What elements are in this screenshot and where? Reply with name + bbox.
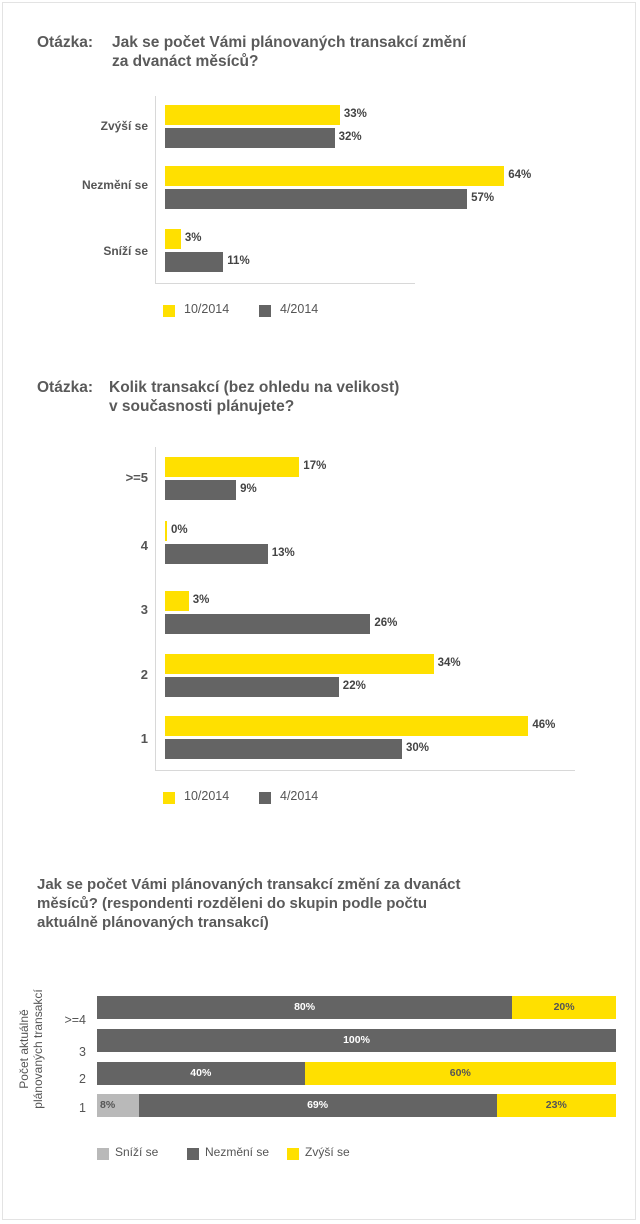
bar-value-label: 64% [508, 169, 532, 181]
segment-value-label: 80% [294, 1001, 316, 1013]
chart2-y-axis [155, 447, 156, 771]
chart2-title: Otázka: Kolik transakcí (bez ohledu na ve… [37, 378, 399, 416]
bar-value-label: 26% [374, 617, 398, 629]
stacked-segment [97, 1062, 305, 1085]
chart2-title-line1: Kolik transakcí (bez ohledu na velikost) [109, 379, 400, 396]
bar [165, 614, 371, 634]
chart3-legend-swatch [187, 1148, 199, 1160]
chart3-ylabel-line1: Počet aktuálně [17, 1009, 31, 1089]
chart1-x-axis [155, 283, 415, 284]
chart1-question-prefix: Otázka: [37, 34, 93, 51]
stacked-segment [97, 1094, 139, 1117]
bar [165, 166, 505, 186]
bar-value-label: 0% [171, 524, 188, 536]
bar-value-label: 33% [343, 108, 367, 120]
chart3-title: Jak se počet Vámi plánovaných transakcí … [37, 875, 461, 932]
stacked-segment [97, 1029, 616, 1052]
bar-value-label: 46% [532, 719, 556, 731]
chart3-title-line3: aktuálně plánovaných transakcí) [37, 914, 269, 931]
chart2-legend-label: 4/2014 [280, 789, 319, 803]
stacked-segment [97, 996, 513, 1019]
chart2-legend-swatch [259, 792, 271, 804]
bar [165, 544, 268, 564]
chart2-cat-label: 1 [140, 731, 148, 746]
bar [165, 105, 340, 125]
chart3-cat-label: 3 [79, 1045, 86, 1059]
chart1-cat-label: Zvýší se [100, 119, 148, 133]
bar-value-label: 57% [471, 192, 495, 204]
segment-value-label: 8% [100, 1099, 116, 1111]
chart1-title: Otázka: Jak se počet Vámi plánovaných tra… [37, 33, 466, 71]
chart1-legend-label: 4/2014 [280, 302, 319, 316]
bar [165, 521, 167, 541]
stacked-segment [138, 1094, 497, 1117]
chart1-title-line2: za dvanáct měsíců? [112, 53, 259, 70]
stacked-segment [304, 1062, 616, 1085]
bar [165, 480, 237, 500]
chart2-cat-label: 4 [140, 538, 148, 553]
bar-value-label: 3% [192, 594, 210, 606]
chart1-cat-label: Nezmění se [81, 178, 148, 192]
chart3-title-line2: měsíců? (respondenti rozděleni do skupin… [37, 895, 428, 912]
chart3-legend-label: Nezmění se [205, 1145, 270, 1159]
chart1-legend-swatch [259, 305, 271, 317]
bar [165, 591, 189, 611]
chart2-question-prefix: Otázka: [37, 379, 93, 396]
segment-value-label: 100% [343, 1034, 370, 1046]
chart3-legend-label: Sníží se [115, 1145, 159, 1159]
chart2-cat-label: 3 [140, 602, 148, 617]
bar-value-label: 34% [437, 657, 461, 669]
chart1-legend-label: 10/2014 [184, 302, 230, 316]
bar [165, 229, 181, 249]
chart1-cat-label: Sníží se [103, 244, 148, 258]
chart2-legend-label: 10/2014 [184, 789, 230, 803]
bar [165, 457, 300, 477]
bar [165, 716, 529, 736]
chart3-cat-label: >=4 [64, 1013, 86, 1027]
bar-value-label: 32% [338, 131, 362, 143]
bar [165, 252, 224, 272]
bar-value-label: 9% [240, 483, 257, 495]
bar [165, 128, 335, 148]
bar [165, 654, 434, 674]
chart3-legend-swatch [287, 1148, 299, 1160]
chart3-title-line1: Jak se počet Vámi plánovaných transakcí … [37, 876, 461, 893]
chart2-cat-label: >=5 [125, 470, 148, 485]
segment-value-label: 23% [545, 1099, 567, 1111]
chart3-ylabel-line2: plánovaných transakcí [31, 989, 45, 1109]
bar [165, 739, 402, 759]
bar-value-label: 30% [406, 742, 430, 754]
bar-value-label: 11% [227, 255, 250, 267]
chart1-title-line1: Jak se počet Vámi plánovaných transakcí … [112, 34, 467, 51]
chart1-legend-swatch [163, 305, 175, 317]
chart2-x-axis [155, 770, 575, 771]
stacked-segment [496, 1094, 616, 1117]
chart2-legend-swatch [163, 792, 175, 804]
chart3-cat-label: 2 [79, 1072, 86, 1086]
segment-value-label: 40% [190, 1067, 212, 1079]
chart3-legend-swatch [97, 1148, 109, 1160]
chart3-legend-label: Zvýší se [305, 1145, 350, 1159]
bar-value-label: 22% [342, 680, 366, 692]
chart2-cat-label: 2 [140, 667, 148, 682]
chart1-y-axis [155, 96, 156, 284]
bar-value-label: 13% [271, 547, 295, 559]
segment-value-label: 60% [449, 1067, 471, 1079]
stacked-segment [512, 996, 616, 1019]
bar [165, 677, 339, 697]
bar-value-label: 17% [303, 460, 327, 472]
bar [165, 189, 468, 209]
segment-value-label: 69% [307, 1099, 329, 1111]
chart3-cat-label: 1 [79, 1101, 86, 1115]
segment-value-label: 20% [553, 1001, 575, 1013]
chart3-y-axis-label: Počet aktuálně plánovaných transakcí [17, 989, 45, 1109]
bar-value-label: 3% [184, 232, 202, 244]
chart2-title-line2: v současnosti plánujete? [109, 398, 295, 415]
